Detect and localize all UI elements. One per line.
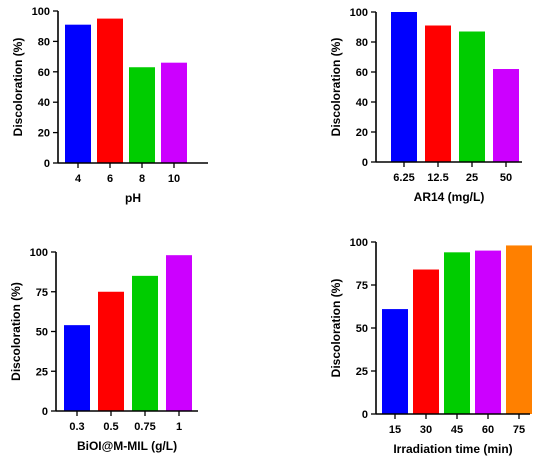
bar-0.3	[64, 325, 90, 411]
y-tick-label: 0	[362, 409, 368, 421]
y-tick-label: 75	[356, 280, 368, 292]
y-tick-label: 80	[38, 36, 50, 48]
bar-25	[459, 31, 485, 162]
y-tick-label: 80	[356, 37, 368, 49]
y-tick-label: 25	[356, 366, 368, 378]
y-tick-label: 40	[38, 97, 50, 109]
y-tick-label: 0	[362, 157, 368, 169]
bar-1	[166, 255, 192, 411]
y-tick-label: 20	[356, 127, 368, 139]
x-tick-label: 15	[389, 424, 401, 436]
x-tick-label: 30	[420, 424, 432, 436]
bar-12.5	[425, 25, 451, 162]
bar-8	[129, 67, 155, 163]
x-tick-label: 50	[500, 172, 512, 184]
y-tick-label: 0	[44, 158, 50, 170]
y-tick-label: 100	[350, 7, 368, 19]
y-tick-label: 100	[32, 6, 50, 18]
y-axis-title: Discoloration (%)	[329, 38, 343, 137]
bar-0.5	[98, 291, 124, 411]
x-tick-label: 8	[139, 173, 145, 185]
x-tick-label: 25	[466, 172, 478, 184]
bar-10	[161, 62, 187, 163]
x-tick-label: 4	[75, 173, 82, 185]
y-tick-label: 60	[356, 67, 368, 79]
y-tick-label: 20	[38, 128, 50, 140]
x-tick-label: 6	[107, 173, 113, 185]
x-tick-label: 0.75	[134, 421, 155, 433]
x-tick-label: 0.3	[69, 421, 84, 433]
y-tick-label: 0	[42, 406, 48, 418]
y-axis-title: Discoloration (%)	[11, 38, 25, 137]
bar-50	[493, 69, 519, 162]
x-axis-title: pH	[125, 191, 141, 205]
chart-panel-1: 0 20 40 60 80 100 4 6 8 10 pH Discoloration (%)	[11, 6, 208, 205]
chart-panel-2: 0 20 40 60 80 100 6.25 12.5 25 50 AR14 (mg/L) Disco…	[329, 7, 522, 204]
bar-75	[506, 245, 532, 414]
chart-panel-3: 0 25 50 75 100 0.3 0.5 0.75 1 BiOI@M-MIL (g/L) Dis…	[9, 247, 198, 453]
bar-45	[444, 252, 470, 414]
y-tick-label: 50	[36, 327, 48, 339]
y-tick-label: 60	[38, 67, 50, 79]
y-axis-title: Discoloration (%)	[9, 282, 23, 381]
x-tick-label: 12.5	[427, 172, 448, 184]
y-axis-title: Discoloration (%)	[329, 279, 343, 378]
bar-4	[65, 24, 91, 164]
x-tick-label: 60	[482, 424, 494, 436]
x-axis-title: BiOI@M-MIL (g/L)	[77, 439, 177, 453]
bar-6	[97, 18, 123, 163]
x-tick-label: 10	[168, 173, 180, 185]
bar-6.25	[391, 12, 417, 162]
bar-60	[475, 250, 501, 414]
y-tick-label: 25	[36, 366, 48, 378]
y-tick-label: 75	[36, 287, 48, 299]
y-tick-label: 100	[30, 247, 48, 259]
x-tick-label: 1	[176, 421, 182, 433]
x-axis-title: Irradiation time (min)	[393, 442, 512, 456]
x-tick-label: 75	[513, 424, 525, 436]
bar-0.75	[132, 275, 158, 411]
x-axis-title: AR14 (mg/L)	[414, 190, 485, 204]
bar-30	[413, 269, 439, 414]
x-tick-label: 45	[451, 424, 463, 436]
y-tick-label: 100	[350, 237, 368, 249]
bar-15	[382, 309, 408, 414]
x-tick-label: 6.25	[393, 172, 414, 184]
y-tick-label: 40	[356, 97, 368, 109]
y-tick-label: 50	[356, 323, 368, 335]
x-tick-label: 0.5	[103, 421, 118, 433]
